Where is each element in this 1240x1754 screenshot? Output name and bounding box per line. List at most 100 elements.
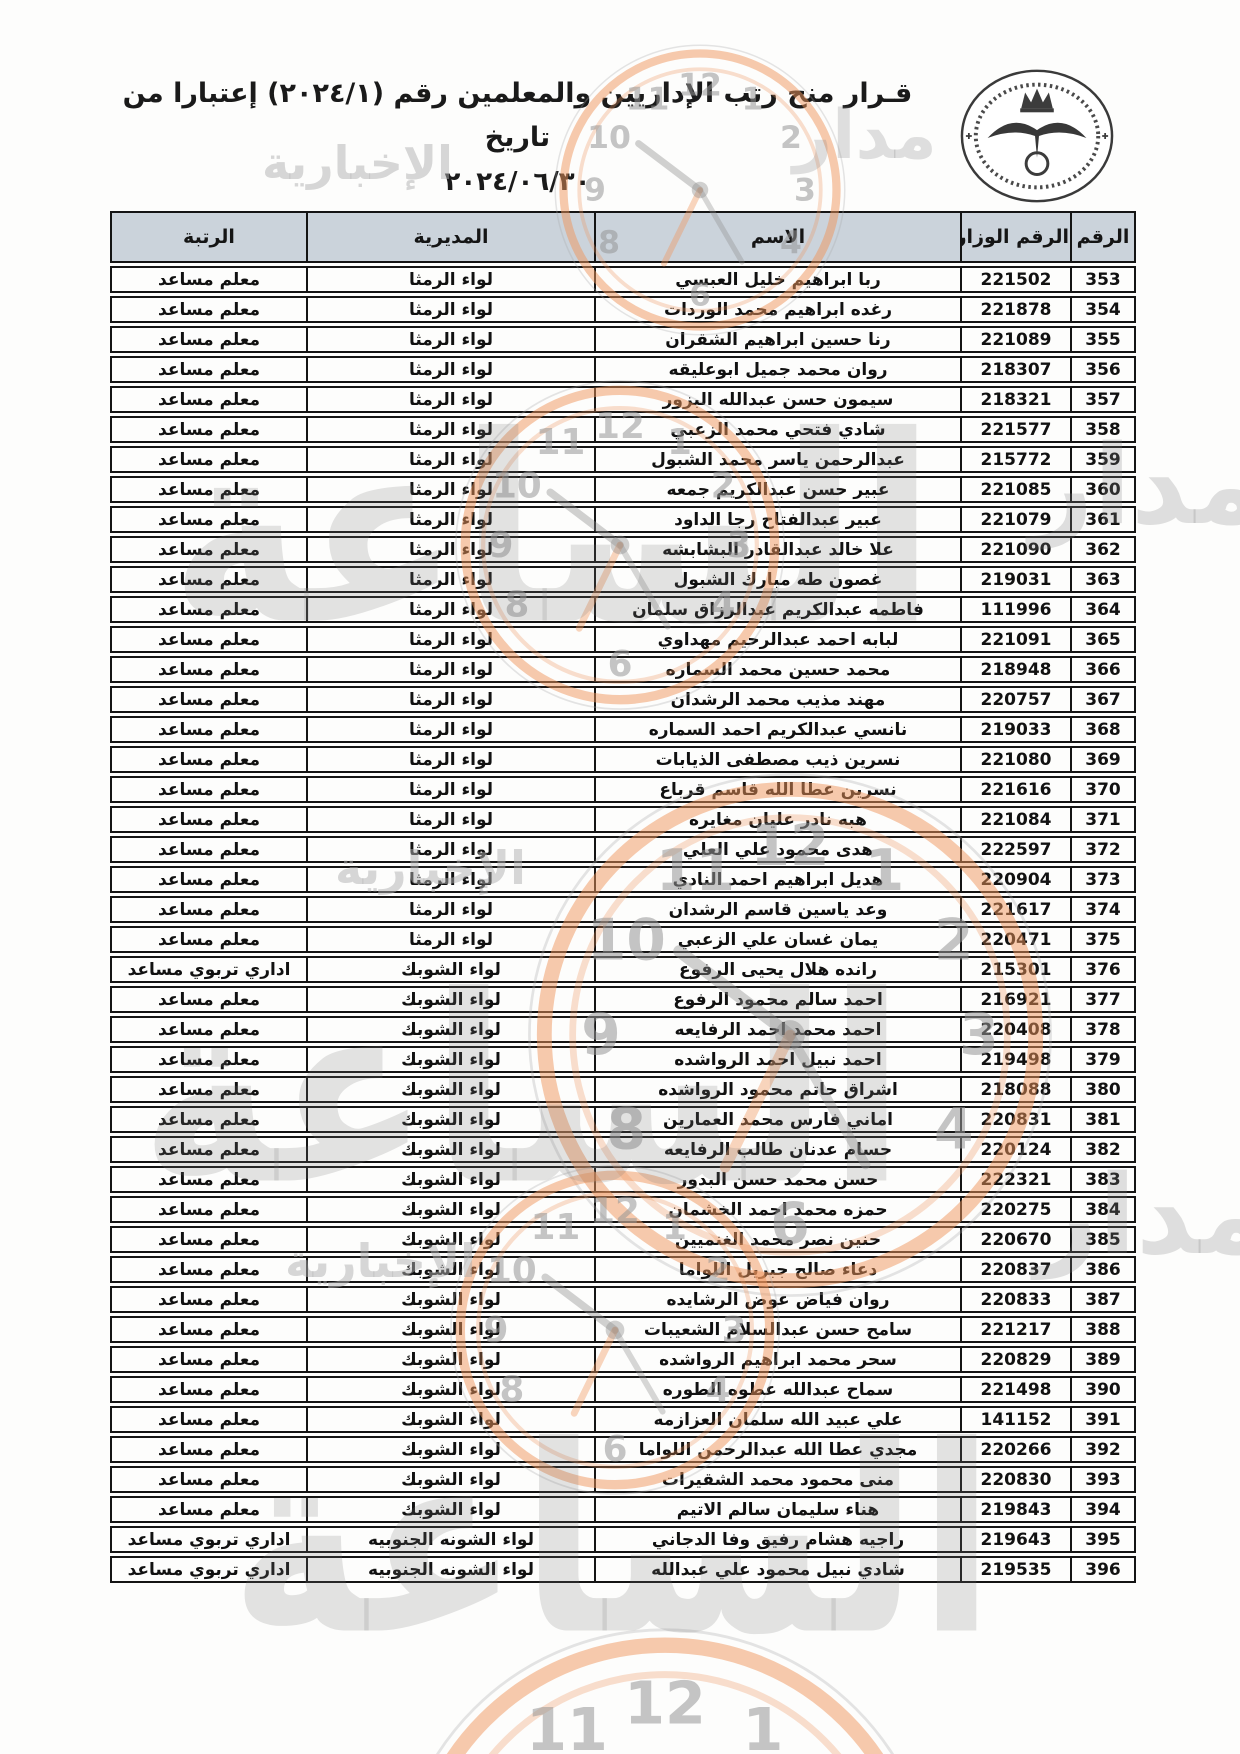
- cell-name: ربا ابراهيم خليل العبسي: [596, 266, 962, 293]
- cell-ministry-number: 222321: [962, 1166, 1072, 1193]
- cell-rank: معلم مساعد: [110, 1466, 308, 1493]
- cell-ministry-number: 220831: [962, 1106, 1072, 1133]
- cell-number: 380: [1072, 1076, 1136, 1103]
- cell-number: 367: [1072, 686, 1136, 713]
- cell-directorate: لواء الرمثا: [308, 806, 596, 833]
- cell-rank: معلم مساعد: [110, 1316, 308, 1343]
- crown-icon: [1021, 88, 1053, 109]
- cell-rank: معلم مساعد: [110, 1166, 308, 1193]
- table-row: 362 221090 علا خالد عبدالقادر البشابشه ل…: [110, 536, 1136, 563]
- cell-ministry-number: 215301: [962, 956, 1072, 983]
- cell-directorate: لواء الرمثا: [308, 866, 596, 893]
- header-rank: الرتبة: [110, 211, 308, 263]
- cell-rank: معلم مساعد: [110, 1196, 308, 1223]
- cell-ministry-number: 220471: [962, 926, 1072, 953]
- cell-rank: معلم مساعد: [110, 776, 308, 803]
- cell-directorate: لواء الشوبك: [308, 1436, 596, 1463]
- cell-directorate: لواء الشوبك: [308, 1346, 596, 1373]
- cell-directorate: لواء الرمثا: [308, 536, 596, 563]
- cell-number: 354: [1072, 296, 1136, 323]
- cell-rank: اداري تربوي مساعد: [110, 956, 308, 983]
- cell-number: 385: [1072, 1226, 1136, 1253]
- cell-name: مهند مذيب محمد الرشدان: [596, 686, 962, 713]
- cell-number: 378: [1072, 1016, 1136, 1043]
- cell-name: منى محمود محمد الشقيرات: [596, 1466, 962, 1493]
- cell-number: 359: [1072, 446, 1136, 473]
- cell-directorate: لواء الشوبك: [308, 1196, 596, 1223]
- cell-name: هديل ابراهيم احمد النادي: [596, 866, 962, 893]
- cell-rank: معلم مساعد: [110, 656, 308, 683]
- table-row: 394 219843 هناء سليمان سالم الاتيم لواء …: [110, 1496, 1136, 1523]
- cell-rank: معلم مساعد: [110, 386, 308, 413]
- cell-rank: معلم مساعد: [110, 476, 308, 503]
- cell-name: حسن محمد حسن البدور: [596, 1166, 962, 1193]
- cell-ministry-number: 221577: [962, 416, 1072, 443]
- cell-ministry-number: 111996: [962, 596, 1072, 623]
- cell-directorate: لواء الشوبك: [308, 1076, 596, 1103]
- table-row: 353 221502 ربا ابراهيم خليل العبسي لواء …: [110, 266, 1136, 293]
- cell-directorate: لواء الشوبك: [308, 1136, 596, 1163]
- cell-ministry-number: 220275: [962, 1196, 1072, 1223]
- table-row: 369 221080 نسرين ذيب مصطفى الذيابات لواء…: [110, 746, 1136, 773]
- cell-directorate: لواء الشوبك: [308, 1376, 596, 1403]
- cell-name: هبه نادر عليان مغايره: [596, 806, 962, 833]
- cell-directorate: لواء الرمثا: [308, 326, 596, 353]
- cell-ministry-number: 218321: [962, 386, 1072, 413]
- cell-directorate: لواء الرمثا: [308, 596, 596, 623]
- cell-name: فاطمه عبدالكريم عبدالرزاق سلمان: [596, 596, 962, 623]
- cell-directorate: لواء الرمثا: [308, 626, 596, 653]
- table-row: 395 219643 راجيه هشام رفيق وفا الدجاني ل…: [110, 1526, 1136, 1553]
- cell-ministry-number: 220833: [962, 1286, 1072, 1313]
- cell-directorate: لواء الشوبك: [308, 986, 596, 1013]
- cell-number: 362: [1072, 536, 1136, 563]
- table-row: 374 221617 وعد ياسين قاسم الرشدان لواء ا…: [110, 896, 1136, 923]
- eagle-icon: [987, 122, 1087, 158]
- cell-directorate: لواء الرمثا: [308, 476, 596, 503]
- cell-ministry-number: 220830: [962, 1466, 1072, 1493]
- cell-rank: معلم مساعد: [110, 1286, 308, 1313]
- cell-rank: معلم مساعد: [110, 926, 308, 953]
- table-row: 384 220275 حمزه محمد احمد الخشمان لواء ا…: [110, 1196, 1136, 1223]
- cell-number: 361: [1072, 506, 1136, 533]
- header-ministry-number: الرقم الوزاري: [962, 211, 1072, 263]
- cell-number: 363: [1072, 566, 1136, 593]
- cell-ministry-number: 215772: [962, 446, 1072, 473]
- cell-rank: معلم مساعد: [110, 1376, 308, 1403]
- cell-ministry-number: 219498: [962, 1046, 1072, 1073]
- cell-directorate: لواء الرمثا: [308, 746, 596, 773]
- cell-rank: معلم مساعد: [110, 866, 308, 893]
- cell-name: شادي نبيل محمود علي عبدالله: [596, 1556, 962, 1583]
- cell-name: هناء سليمان سالم الاتيم: [596, 1496, 962, 1523]
- cell-directorate: لواء الرمثا: [308, 776, 596, 803]
- table-row: 389 220829 سحر محمد ابراهيم الرواشده لوا…: [110, 1346, 1136, 1373]
- table-row: 370 221616 نسرين عطا الله قاسم قرباع لوا…: [110, 776, 1136, 803]
- ministry-emblem-logo: [960, 69, 1114, 203]
- table-row: 379 219498 احمد نبيل احمد الرواشده لواء …: [110, 1046, 1136, 1073]
- table-row: 378 220408 احمد محمد احمد الرفايعه لواء …: [110, 1016, 1136, 1043]
- cell-name: علي عبيد الله سلمان العزازمه: [596, 1406, 962, 1433]
- cell-rank: معلم مساعد: [110, 596, 308, 623]
- cell-name: احمد سالم محمود الرفوع: [596, 986, 962, 1013]
- cell-directorate: لواء الشوبك: [308, 1286, 596, 1313]
- cell-ministry-number: 221080: [962, 746, 1072, 773]
- cell-directorate: لواء الرمثا: [308, 296, 596, 323]
- table-row: 367 220757 مهند مذيب محمد الرشدان لواء ا…: [110, 686, 1136, 713]
- cell-directorate: لواء الرمثا: [308, 386, 596, 413]
- table-row: 383 222321 حسن محمد حسن البدور لواء الشو…: [110, 1166, 1136, 1193]
- cell-ministry-number: 221217: [962, 1316, 1072, 1343]
- table-row: 373 220904 هديل ابراهيم احمد النادي لواء…: [110, 866, 1136, 893]
- table-header-row: الرقم الرقم الوزاري الاسم المديرية الرتب…: [110, 211, 1136, 263]
- cell-ministry-number: 221079: [962, 506, 1072, 533]
- cell-rank: معلم مساعد: [110, 326, 308, 353]
- cell-rank: معلم مساعد: [110, 416, 308, 443]
- table-row: 381 220831 اماني فارس محمد العمارين لواء…: [110, 1106, 1136, 1133]
- cell-number: 364: [1072, 596, 1136, 623]
- cell-number: 390: [1072, 1376, 1136, 1403]
- cell-name: وعد ياسين قاسم الرشدان: [596, 896, 962, 923]
- cell-ministry-number: 219033: [962, 716, 1072, 743]
- cell-rank: معلم مساعد: [110, 986, 308, 1013]
- cell-ministry-number: 221084: [962, 806, 1072, 833]
- cell-ministry-number: 221616: [962, 776, 1072, 803]
- cell-rank: معلم مساعد: [110, 806, 308, 833]
- cell-ministry-number: 220757: [962, 686, 1072, 713]
